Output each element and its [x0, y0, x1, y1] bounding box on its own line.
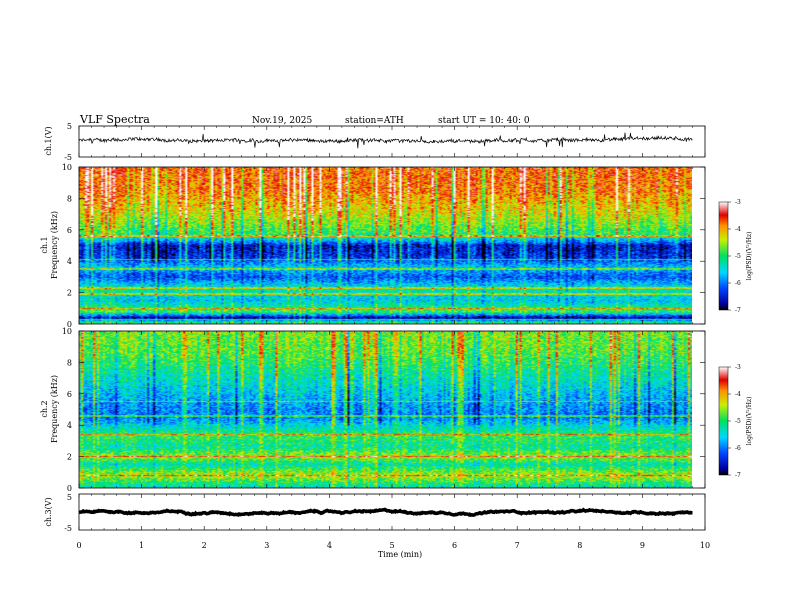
ch1-ytick-top: 5 [67, 122, 72, 131]
ch1-ylabel: ch.1(V) [44, 126, 53, 155]
time-tick-label: 0 [76, 541, 81, 550]
frequency-tick-label: 2 [67, 453, 72, 462]
time-tick-label: 7 [515, 541, 520, 550]
frequency-tick-label: 8 [67, 194, 72, 203]
colorbar-tick-label: -5 [735, 253, 741, 260]
ch1-frequency-label: Frequency (kHz) [50, 211, 59, 279]
ch2-spectrogram-panel: 0 2 4 6 8 10 ch.2 Frequency (kHz) [40, 327, 706, 493]
time-tick-label: 8 [577, 541, 582, 550]
ch2-spectrogram-image [79, 331, 692, 488]
ch1-spectrogram-image [79, 167, 692, 324]
ch1-waveform-frame [78, 125, 706, 158]
frequency-tick-label: 6 [67, 390, 72, 399]
ch3-ylabel: ch.3(V) [44, 497, 53, 526]
time-tick-label: 6 [452, 541, 457, 550]
ch1-channel-label: ch.1 [40, 236, 49, 253]
colorbar-tick-label: -5 [735, 418, 741, 425]
frequency-tick-label: 10 [62, 163, 72, 172]
x-axis-label: Time (min) [378, 550, 422, 559]
colorbar-tick-label: -3 [735, 364, 741, 371]
ch3-ytick-bottom: -5 [64, 524, 72, 533]
time-tick-label: 10 [700, 541, 710, 550]
ch2-colorbar-label: log(PSD)(V²/Hz) [746, 397, 753, 446]
colorbar-tick-label: -7 [735, 307, 741, 314]
ch1-ytick-bottom: -5 [64, 153, 72, 162]
time-tick-label: 5 [389, 541, 394, 550]
frequency-tick-label: 4 [67, 257, 72, 266]
frequency-tick-label: 10 [62, 327, 72, 336]
colorbar-tick-label: -7 [735, 472, 741, 479]
colorbar-tick-label: -6 [735, 445, 741, 452]
frequency-tick-label: 6 [67, 226, 72, 235]
frequency-tick-label: 0 [67, 320, 72, 329]
time-tick-label: 1 [139, 541, 144, 550]
ch1-colorbar: -3 -4 -5 -6 -7 log(PSD)(V²/Hz) [718, 199, 753, 314]
ch1-waveform-line [78, 132, 693, 149]
colorbar-tick-label: -3 [735, 199, 741, 206]
ch1-waveform-panel: 5 -5 ch.1(V) [44, 122, 706, 162]
ch3-waveform-line [78, 507, 693, 517]
ch2-frequency-label: Frequency (kHz) [50, 375, 59, 443]
ch3-waveform-panel: 5 -5 ch.3(V) [44, 493, 706, 533]
ch3-ytick-top: 5 [67, 493, 72, 502]
ch2-channel-label: ch.2 [40, 400, 49, 417]
time-tick-label: 9 [640, 541, 645, 550]
ch1-spectrogram-panel: 0 2 4 6 8 10 ch.1 Frequency (kHz) [40, 163, 706, 329]
frequency-tick-label: 0 [67, 484, 72, 493]
time-tick-label: 3 [264, 541, 269, 550]
start-time-label: start UT = 10: 40: 0 [438, 116, 530, 126]
station-label: station=ATH [345, 116, 404, 126]
time-tick-label: 4 [327, 541, 332, 550]
colorbar-tick-label: -4 [735, 391, 741, 398]
time-tick-label: 2 [202, 541, 207, 550]
frequency-tick-label: 2 [67, 289, 72, 298]
ch1-colorbar-scale [718, 201, 729, 311]
colorbar-tick-label: -6 [735, 280, 741, 287]
ch1-colorbar-label: log(PSD)(V²/Hz) [746, 232, 753, 281]
ch2-colorbar-scale [718, 366, 729, 476]
colorbar-tick-label: -4 [735, 226, 741, 233]
figure-title: VLF Spectra [79, 113, 150, 126]
frequency-tick-label: 8 [67, 358, 72, 367]
ch2-colorbar: -3 -4 -5 -6 -7 log(PSD)(V²/Hz) [718, 364, 753, 479]
frequency-tick-label: 4 [67, 421, 72, 430]
date-label: Nov.19, 2025 [252, 116, 313, 126]
time-axis: 0 1 2 3 4 5 6 7 8 9 10 [76, 126, 710, 550]
